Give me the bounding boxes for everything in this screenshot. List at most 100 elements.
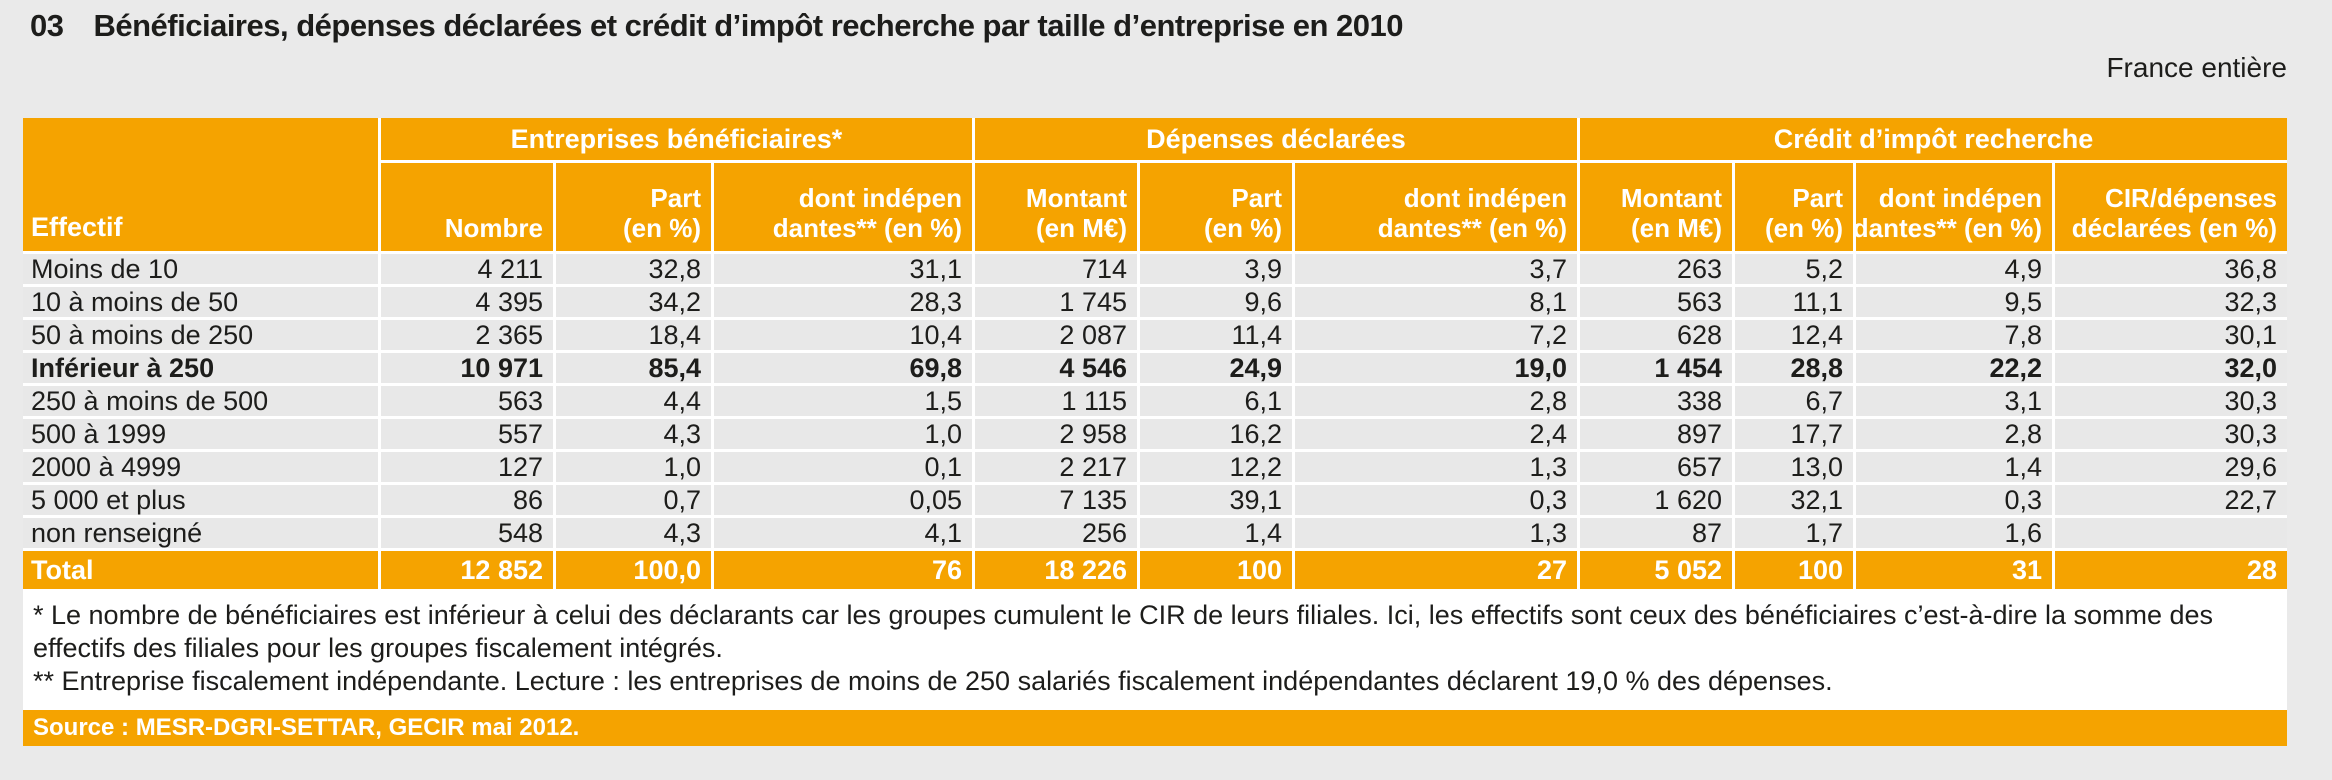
column-header-line2: (en %) [1765,213,1843,243]
data-cell: 69,8 [714,353,972,383]
column-header-line2: Nombre [444,213,543,243]
column-header-cell: Montant (en M€) [1580,163,1732,251]
total-data-cell: 27 [1295,551,1577,589]
data-cell: 6,7 [1735,386,1853,416]
data-cell: 11,4 [1140,320,1292,350]
title-text: Bénéficiaires, dépenses déclarées et cré… [93,8,1403,43]
region-label: France entière [2106,52,2287,83]
data-cell: 2,4 [1295,419,1577,449]
column-header-line2: dantes** (en %) [1852,213,2042,243]
total-data-cell: 100,0 [556,551,711,589]
data-cell: 1,3 [1295,452,1577,482]
data-cell: 11,1 [1735,287,1853,317]
data-cell: 36,8 [2055,254,2287,284]
total-label-cell: Total [23,551,378,589]
data-cell: 13,0 [1735,452,1853,482]
column-header-cell: dont indépen dantes** (en %) [714,163,972,251]
data-cell: 2,8 [1856,419,2052,449]
data-cell: 7,8 [1856,320,2052,350]
data-cell: 5,2 [1735,254,1853,284]
data-table: Effectif Entreprises bénéficiaires* Dépens… [23,118,2287,589]
column-header-cell: Part (en %) [556,163,711,251]
column-header-cell: Nombre [381,163,553,251]
data-cell: 32,1 [1735,485,1853,515]
data-cell [2055,518,2287,548]
source-band: Source : MESR-DGRI-SETTAR, GECIR mai 201… [23,710,2287,746]
data-cell: 548 [381,518,553,548]
data-cell: 6,1 [1140,386,1292,416]
data-cell: 1,0 [714,419,972,449]
column-header-line1: CIR/dépenses [2105,183,2277,213]
data-cell: 4,3 [556,518,711,548]
data-cell: 10,4 [714,320,972,350]
group-header-cell: Crédit d’impôt recherche [1580,118,2287,160]
data-cell: 263 [1580,254,1732,284]
column-header-line2: (en %) [623,213,701,243]
data-cell: 4,9 [1856,254,2052,284]
data-cell: 1 620 [1580,485,1732,515]
data-cell: 2,8 [1295,386,1577,416]
data-cell: 714 [975,254,1137,284]
column-header-line2: dantes** (en %) [1377,213,1567,243]
footnotes: * Le nombre de bénéficiaires est inférie… [23,589,2287,698]
data-cell: 628 [1580,320,1732,350]
column-header-line2: (en M€) [1631,213,1722,243]
data-cell: 30,3 [2055,386,2287,416]
data-cell: 31,1 [714,254,972,284]
column-header-cell: Montant (en M€) [975,163,1137,251]
column-header-line1: dont indépen [1403,183,1567,213]
column-header-line2: (en %) [1204,213,1282,243]
data-cell: 29,6 [2055,452,2287,482]
corner-header-cell: Effectif [23,118,378,251]
row-label-cell: non renseigné [23,518,378,548]
column-header-line2: (en M€) [1036,213,1127,243]
column-header-line1: Part [1792,183,1843,213]
data-cell: 2 217 [975,452,1137,482]
data-cell: 28,3 [714,287,972,317]
row-label-cell: Moins de 10 [23,254,378,284]
data-cell: 87 [1580,518,1732,548]
row-label-cell: 2000 à 4999 [23,452,378,482]
data-cell: 30,3 [2055,419,2287,449]
total-data-cell: 18 226 [975,551,1137,589]
data-cell: 1 745 [975,287,1137,317]
group-header-cell: Entreprises bénéficiaires* [381,118,972,160]
data-cell: 4 546 [975,353,1137,383]
column-header-line1: dont indépen [1878,183,2042,213]
column-header-line1: Part [650,183,701,213]
row-label-cell: Inférieur à 250 [23,353,378,383]
data-cell: 12,2 [1140,452,1292,482]
data-cell: 9,5 [1856,287,2052,317]
data-cell: 4,1 [714,518,972,548]
data-cell: 563 [1580,287,1732,317]
data-cell: 1,0 [556,452,711,482]
total-data-cell: 28 [2055,551,2287,589]
footnote-2: ** Entreprise fiscalement indépendante. … [33,666,1833,696]
data-cell: 39,1 [1140,485,1292,515]
total-data-cell: 100 [1735,551,1853,589]
data-cell: 897 [1580,419,1732,449]
data-cell: 2 365 [381,320,553,350]
column-header-cell: Part (en %) [1735,163,1853,251]
data-cell: 2 087 [975,320,1137,350]
data-cell: 4,3 [556,419,711,449]
data-cell: 4,4 [556,386,711,416]
data-cell: 0,3 [1295,485,1577,515]
table-content-block: Effectif Entreprises bénéficiaires* Dépens… [23,118,2287,746]
data-cell: 1,4 [1856,452,2052,482]
data-cell: 2 958 [975,419,1137,449]
table-number: 03 [30,8,64,43]
footnote-1: * Le nombre de bénéficiaires est inférie… [33,600,2214,663]
data-cell: 8,1 [1295,287,1577,317]
data-cell: 0,1 [714,452,972,482]
total-data-cell: 31 [1856,551,2052,589]
data-cell: 3,7 [1295,254,1577,284]
data-cell: 9,6 [1140,287,1292,317]
data-cell: 18,4 [556,320,711,350]
data-cell: 256 [975,518,1137,548]
row-label-cell: 500 à 1999 [23,419,378,449]
column-header-line1: Montant [1620,183,1722,213]
column-header-line2: dantes** (en %) [772,213,962,243]
data-cell: 12,4 [1735,320,1853,350]
